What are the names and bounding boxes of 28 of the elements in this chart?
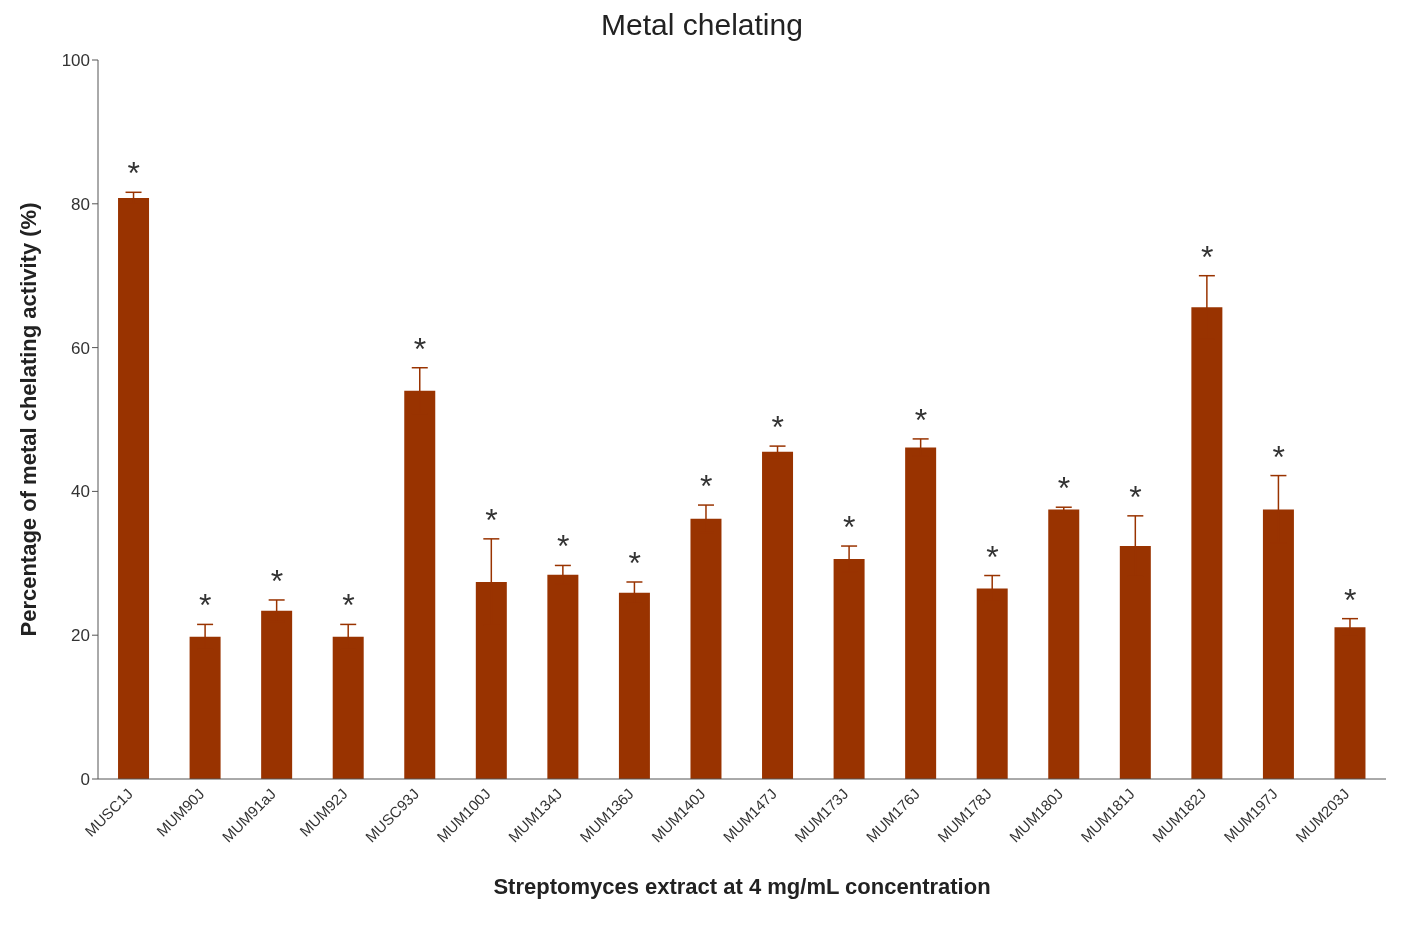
- y-tick-label: 20: [71, 626, 90, 646]
- y-tick-label: 100: [61, 51, 90, 71]
- x-axis-title: Streptomyces extract at 4 mg/mL concentration: [493, 874, 991, 899]
- annotation: *: [556, 528, 570, 565]
- chart-title: Metal chelating: [601, 8, 803, 41]
- y-tick-label: 60: [71, 338, 90, 358]
- annotation: *: [700, 468, 713, 505]
- annotation: *: [270, 562, 284, 599]
- annotation: *: [628, 544, 641, 581]
- annotation: *: [485, 501, 498, 538]
- annotation: *: [199, 587, 212, 624]
- annotation: *: [914, 401, 928, 438]
- bar: [1048, 509, 1080, 779]
- annotation: *: [1200, 238, 1214, 275]
- y-tick-label: 0: [80, 770, 90, 790]
- annotation: *: [1057, 470, 1071, 507]
- annotation: *: [127, 155, 140, 192]
- annotation: *: [342, 587, 355, 624]
- y-axis-title: Percentage of metal chelating activity (%): [15, 202, 41, 637]
- annotation: *: [843, 509, 856, 546]
- y-tick-label: 40: [71, 482, 90, 502]
- annotation: *: [1272, 438, 1285, 475]
- annotation: *: [413, 330, 427, 367]
- annotation: *: [1129, 478, 1142, 515]
- annotation: *: [1344, 581, 1357, 618]
- annotation: *: [986, 538, 999, 575]
- y-tick-label: 80: [71, 194, 90, 214]
- annotation: *: [771, 409, 784, 446]
